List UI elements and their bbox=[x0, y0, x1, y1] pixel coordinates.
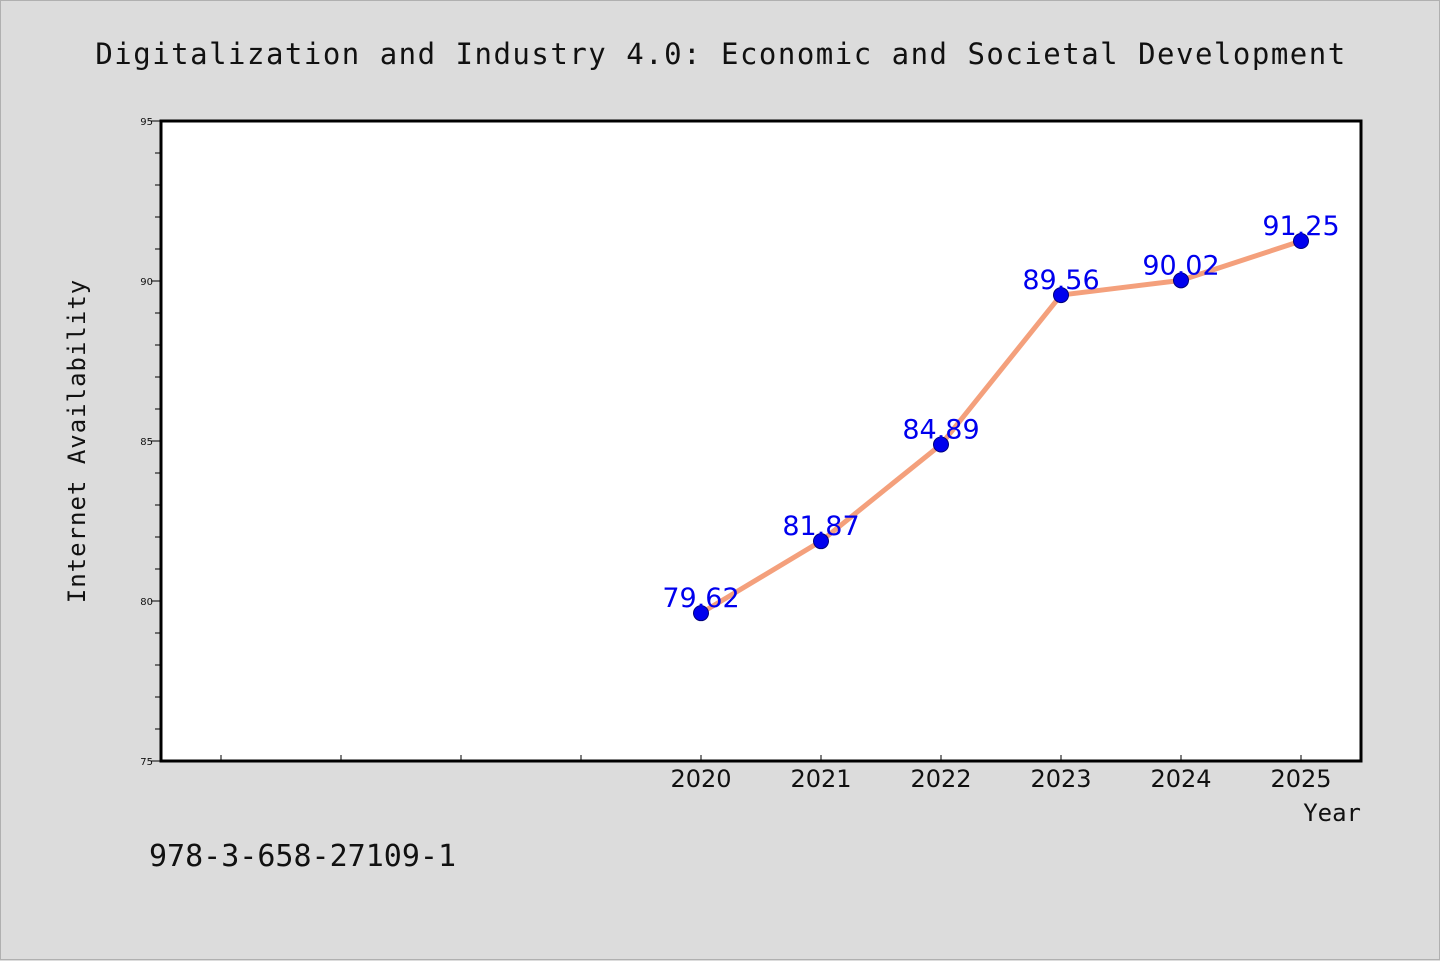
data-label: 84.89 bbox=[902, 415, 979, 446]
x-tick-label: 2023 bbox=[1030, 765, 1091, 793]
data-label: 89.56 bbox=[1022, 265, 1099, 296]
data-label: 91.25 bbox=[1262, 211, 1339, 242]
x-tick-label: 2022 bbox=[910, 765, 971, 793]
y-tick-label: 75 bbox=[140, 757, 153, 768]
x-tick-label: 2020 bbox=[670, 765, 731, 793]
y-axis-ticks: 75 80 85 90 95 bbox=[140, 117, 161, 768]
isbn-footnote: 978-3-658-27109-1 bbox=[149, 839, 456, 874]
data-point bbox=[693, 605, 709, 622]
data-point bbox=[813, 533, 829, 550]
x-tick-label: 2021 bbox=[790, 765, 851, 793]
data-label: 90.02 bbox=[1142, 250, 1219, 281]
x-tick-label: 2025 bbox=[1270, 765, 1331, 793]
data-markers bbox=[693, 233, 1309, 622]
x-axis-ticks: 2020 2021 2022 2023 2024 2025 bbox=[220, 755, 1332, 793]
plot-area bbox=[161, 121, 1361, 761]
data-point bbox=[1293, 233, 1309, 249]
data-label: 81.87 bbox=[782, 511, 859, 542]
x-axis-label: Year bbox=[1303, 799, 1361, 827]
data-labels: 79.62 81.87 84.89 89.56 90.02 91.25 bbox=[662, 211, 1339, 614]
series-line bbox=[699, 238, 1302, 616]
data-label: 79.62 bbox=[662, 583, 739, 614]
data-point bbox=[933, 436, 949, 453]
y-tick-label: 85 bbox=[140, 437, 153, 448]
y-tick-label: 80 bbox=[140, 597, 153, 608]
chart-title: Digitalization and Industry 4.0: Economi… bbox=[95, 37, 1346, 71]
data-point bbox=[1173, 272, 1189, 289]
y-tick-label: 95 bbox=[140, 117, 153, 128]
y-axis-label: Internet Availability bbox=[63, 279, 91, 603]
data-point bbox=[1053, 287, 1069, 304]
plot-border bbox=[159, 119, 1363, 763]
x-tick-label: 2024 bbox=[1150, 765, 1211, 793]
y-tick-label: 90 bbox=[140, 277, 153, 288]
